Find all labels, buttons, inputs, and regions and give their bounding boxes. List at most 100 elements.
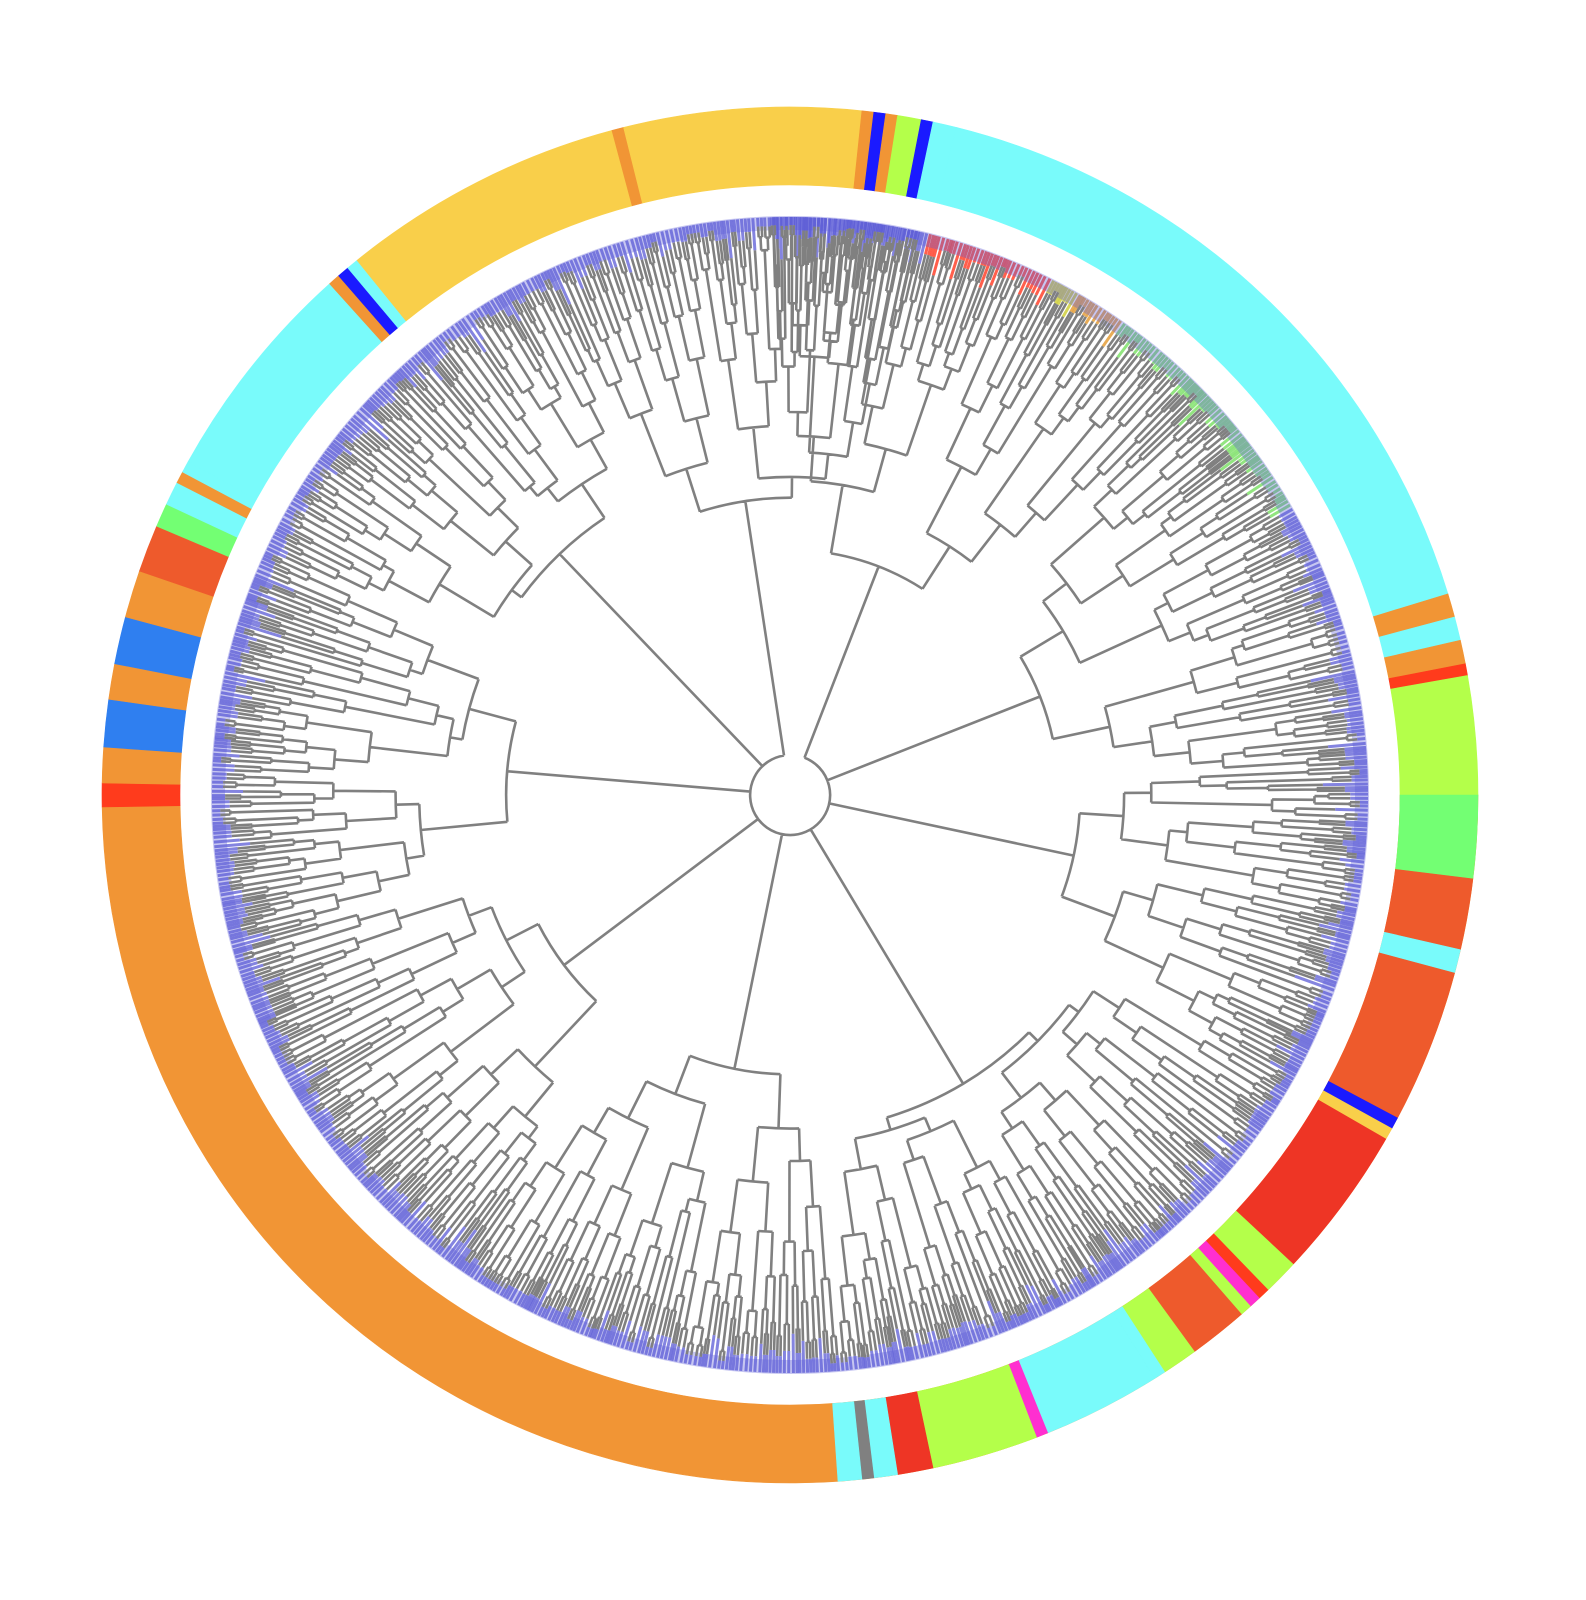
tip-branch	[326, 447, 339, 458]
tip-branch	[1082, 299, 1090, 308]
tip-branch	[342, 1145, 363, 1163]
tip-branch	[247, 592, 259, 600]
tip-branch	[991, 1325, 998, 1336]
tip-branch	[989, 256, 1004, 286]
tip-branch	[1165, 361, 1175, 371]
ring-segment	[187, 283, 383, 500]
tip-branch	[1133, 333, 1141, 343]
tip-branch	[306, 1107, 316, 1115]
tip-branch	[250, 995, 269, 1006]
tip-branch	[1338, 639, 1348, 645]
tip-branch	[1270, 1099, 1279, 1106]
tip-branch	[1148, 345, 1156, 354]
tip-branch	[1110, 1251, 1124, 1269]
tip-branch	[1096, 1273, 1104, 1283]
tip-branch	[881, 224, 886, 233]
tip-branch	[795, 216, 799, 260]
tip-branch	[263, 1028, 276, 1036]
tip-branch	[369, 1179, 386, 1194]
tip-branch	[1351, 774, 1368, 779]
tip-branch	[1354, 761, 1368, 766]
tip-branch	[1328, 962, 1342, 970]
ring-segment	[623, 106, 863, 204]
tip-branch	[801, 1340, 806, 1373]
tip-branch	[1020, 1314, 1027, 1324]
tip-branch	[277, 525, 294, 536]
tip-branch	[1115, 322, 1126, 336]
tip-branch	[229, 649, 242, 656]
tip-branch	[237, 957, 257, 967]
tip-branch	[563, 1318, 570, 1328]
tip-branch	[1135, 335, 1144, 344]
tip-branch	[1012, 1313, 1021, 1327]
tip-branch	[480, 305, 489, 316]
tip-branch	[213, 748, 232, 753]
tip-branch	[1171, 1213, 1181, 1224]
tip-branch	[257, 1011, 276, 1022]
tip-branch	[1178, 380, 1195, 397]
tip-branch	[219, 701, 236, 707]
tip-branch	[739, 218, 745, 241]
tip-branch	[1017, 268, 1033, 296]
tip-branch	[584, 1326, 591, 1337]
tip-branch	[572, 1311, 583, 1332]
tip-branch	[1310, 669, 1355, 683]
tip-branch	[1314, 603, 1337, 614]
tip-branch	[537, 1306, 545, 1317]
tip-branch	[647, 1347, 653, 1356]
tip-branch	[1190, 1181, 1208, 1198]
tip-branch	[458, 1259, 468, 1271]
tip-branch	[722, 220, 728, 239]
tip-branch	[1332, 618, 1342, 625]
tip-branch	[1189, 1199, 1198, 1207]
tip-branch	[1341, 661, 1353, 667]
tip-branch	[1227, 438, 1247, 455]
tip-branch	[889, 225, 894, 238]
tip-branch	[332, 439, 353, 456]
tip-branch	[1287, 527, 1304, 539]
tip-branch	[560, 1306, 571, 1327]
tip-branch	[1252, 463, 1266, 474]
tip-branch	[1206, 402, 1217, 413]
tip-branch	[284, 512, 294, 520]
tip-branch	[967, 1321, 978, 1343]
tip-branch	[1071, 295, 1085, 314]
tip-branch	[268, 1034, 289, 1047]
tip-branch	[229, 933, 249, 941]
tip-branch	[881, 1343, 889, 1366]
tip-branch	[400, 1211, 412, 1224]
tip-branch	[425, 1234, 435, 1246]
tip-branch	[1340, 918, 1354, 925]
tip-branch	[591, 250, 602, 270]
tip-branch	[1237, 448, 1255, 463]
tip-branch	[1204, 408, 1222, 425]
tip-branch	[232, 944, 253, 953]
tip-branch	[489, 299, 500, 314]
tip-branch	[1021, 267, 1029, 278]
tip-branch	[660, 231, 668, 251]
tip-branch	[1314, 1016, 1323, 1023]
tip-branch	[297, 1092, 309, 1101]
tip-branch	[642, 235, 649, 249]
tip-branch	[391, 374, 400, 383]
tip-branch	[1302, 593, 1333, 608]
tip-branch	[253, 576, 274, 587]
tip-branch	[893, 1341, 901, 1363]
tip-branch	[808, 1358, 813, 1373]
tip-branch	[1294, 974, 1335, 992]
tip-branch	[1287, 1058, 1301, 1069]
tip-branch	[1316, 1010, 1325, 1017]
annotation-ring	[101, 106, 1479, 1484]
tip-branch	[751, 218, 757, 251]
tip-branch	[1280, 511, 1296, 523]
tip-branch	[268, 543, 289, 555]
tip-branch	[1028, 272, 1040, 290]
tip-branch	[527, 1296, 538, 1312]
tip-branch	[1095, 309, 1107, 325]
tip-branch	[417, 351, 444, 381]
tip-branch	[940, 1338, 948, 1353]
tip-branch	[246, 595, 258, 602]
tip-branch	[1056, 286, 1069, 306]
tip-branch	[1291, 1030, 1314, 1043]
tip-branch	[1068, 1283, 1079, 1298]
